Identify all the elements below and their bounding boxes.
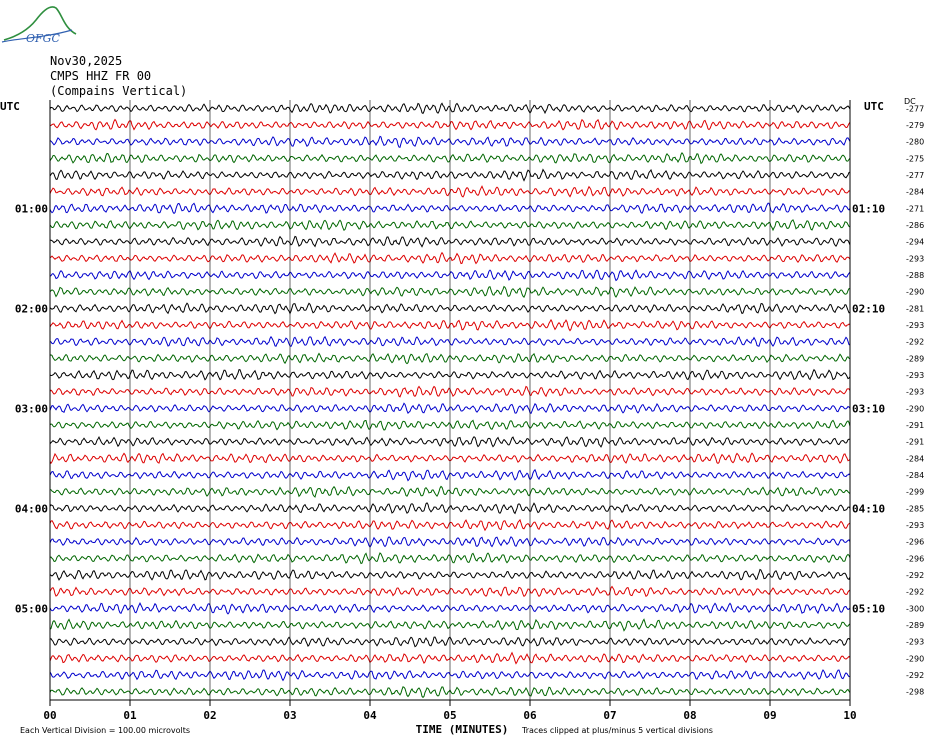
channel-code: CMPS HHZ FR 00 bbox=[50, 69, 152, 83]
dc-offset-label: -296 bbox=[906, 554, 924, 563]
dc-offset-label: -291 bbox=[906, 421, 924, 430]
dc-offset-label: -293 bbox=[906, 371, 924, 380]
left-time-label: 01:00 bbox=[15, 202, 48, 215]
right-time-label: 02:10 bbox=[852, 302, 885, 315]
label-group: -277 -279 -280 -275 -277 -284 -271 -286 -294 -293… bbox=[0, 97, 924, 736]
x-tick-label: 07 bbox=[603, 709, 616, 722]
dc-offset-label: -284 bbox=[906, 454, 924, 463]
dc-offset-label: -292 bbox=[906, 571, 924, 580]
left-time-label: 02:00 bbox=[15, 302, 48, 315]
dc-offset-label: -275 bbox=[906, 154, 924, 163]
dc-offset-label: -292 bbox=[906, 338, 924, 347]
dc-offset-label: -293 bbox=[906, 254, 924, 263]
station-name: (Compains Vertical) bbox=[50, 84, 188, 98]
grid-group bbox=[49, 100, 851, 706]
dc-offset-label: -290 bbox=[906, 404, 924, 413]
right-time-label: 03:10 bbox=[852, 402, 885, 415]
left-time-label: 04:00 bbox=[15, 502, 48, 515]
dc-offset-label: -284 bbox=[906, 188, 924, 197]
x-tick-label: 02 bbox=[203, 709, 216, 722]
x-tick-label: 08 bbox=[683, 709, 696, 722]
x-tick-label: 03 bbox=[283, 709, 296, 722]
footer-scale-note: Each Vertical Division = 100.00 microvol… bbox=[20, 726, 190, 735]
dc-offset-label: -289 bbox=[906, 621, 924, 630]
footer-clip-note: Traces clipped at plus/minus 5 vertical … bbox=[521, 726, 713, 735]
x-tick-label: 00 bbox=[43, 709, 56, 722]
dc-offset-label: -300 bbox=[906, 604, 924, 613]
dc-offset-label: -288 bbox=[906, 271, 924, 280]
left-time-label: 03:00 bbox=[15, 402, 48, 415]
dc-offset-label: -290 bbox=[906, 654, 924, 663]
dc-offset-label: -284 bbox=[906, 471, 924, 480]
dc-offset-label: -286 bbox=[906, 221, 924, 230]
x-tick-label: 09 bbox=[763, 709, 776, 722]
dc-offset-label: -293 bbox=[906, 521, 924, 530]
dc-offset-label: -299 bbox=[906, 488, 924, 497]
dc-offset-label: -285 bbox=[906, 504, 924, 513]
dc-offset-label: -271 bbox=[906, 204, 924, 213]
x-tick-label: 06 bbox=[523, 709, 537, 722]
dc-offset-label: -279 bbox=[906, 121, 924, 130]
logo-mountain-icon bbox=[3, 6, 77, 41]
x-tick-label: 01 bbox=[123, 709, 137, 722]
dc-offset-label: -290 bbox=[906, 288, 924, 297]
dc-offset-label: -277 bbox=[906, 104, 924, 113]
left-time-label: 05:00 bbox=[15, 602, 48, 615]
right-time-label: 05:10 bbox=[852, 602, 885, 615]
right-utc-label: UTC bbox=[864, 100, 884, 113]
logo-swoosh-icon bbox=[1, 29, 73, 43]
right-time-label: 04:10 bbox=[852, 502, 885, 515]
dc-offset-label: -291 bbox=[906, 438, 924, 447]
x-tick-label: 10 bbox=[843, 709, 856, 722]
dc-offset-label: -293 bbox=[906, 638, 924, 647]
record-date: Nov30,2025 bbox=[50, 54, 123, 68]
x-axis-title: TIME (MINUTES) bbox=[416, 723, 509, 736]
dc-offset-label: -293 bbox=[906, 321, 924, 330]
dc-offset-label: -298 bbox=[906, 688, 924, 697]
dc-offset-label: -294 bbox=[906, 238, 924, 247]
logo-text: OFGC bbox=[26, 32, 60, 45]
dc-offset-label: -292 bbox=[906, 671, 924, 680]
dc-offset-label: -280 bbox=[906, 138, 924, 147]
dc-offset-label: -281 bbox=[906, 304, 924, 313]
dc-offset-label: -289 bbox=[906, 354, 924, 363]
dc-offset-label: -292 bbox=[906, 588, 924, 597]
right-time-label: 01:10 bbox=[852, 202, 885, 215]
dc-offset-label: -277 bbox=[906, 171, 924, 180]
x-tick-label: 04 bbox=[363, 709, 377, 722]
dc-header-label: DC bbox=[904, 97, 916, 106]
x-tick-label: 05 bbox=[443, 709, 456, 722]
left-utc-label: UTC bbox=[0, 100, 20, 113]
ofgc-logo: OFGC bbox=[1, 6, 77, 45]
dc-offset-label: -293 bbox=[906, 388, 924, 397]
dc-offset-label: -296 bbox=[906, 538, 924, 547]
